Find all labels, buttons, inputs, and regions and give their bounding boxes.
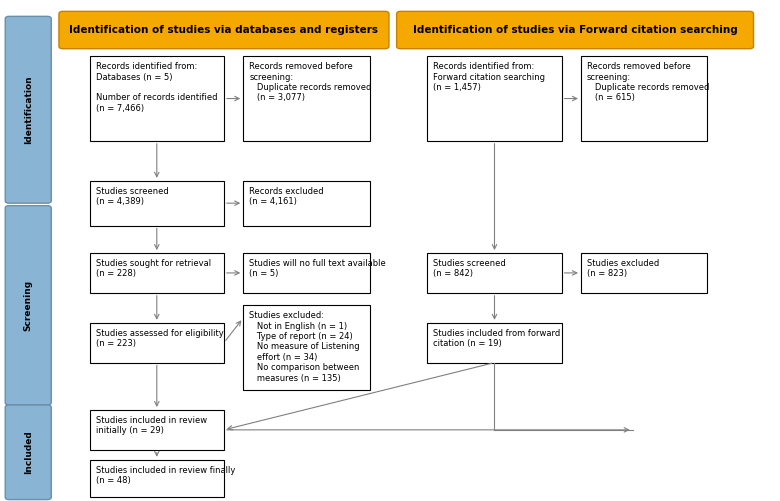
FancyBboxPatch shape	[59, 12, 389, 49]
FancyBboxPatch shape	[90, 181, 224, 225]
FancyBboxPatch shape	[243, 253, 370, 293]
FancyBboxPatch shape	[5, 17, 51, 203]
FancyBboxPatch shape	[90, 460, 224, 497]
FancyBboxPatch shape	[397, 12, 753, 49]
Text: Studies included in review
initially (n = 29): Studies included in review initially (n …	[96, 416, 207, 435]
Text: Studies sought for retrieval
(n = 228): Studies sought for retrieval (n = 228)	[96, 259, 211, 279]
Text: Records removed before
screening:
   Duplicate records removed
   (n = 615): Records removed before screening: Duplic…	[587, 62, 709, 102]
Text: Records removed before
screening:
   Duplicate records removed
   (n = 3,077): Records removed before screening: Duplic…	[250, 62, 371, 102]
Text: Studies screened
(n = 4,389): Studies screened (n = 4,389)	[96, 187, 168, 206]
Text: Records identified from:
Forward citation searching
(n = 1,457): Records identified from: Forward citatio…	[434, 62, 545, 92]
Text: Identification: Identification	[23, 76, 33, 144]
Text: Included: Included	[23, 430, 33, 474]
Text: Studies included from forward
citation (n = 19): Studies included from forward citation (…	[434, 329, 561, 348]
FancyBboxPatch shape	[243, 181, 370, 225]
Text: Studies excluded
(n = 823): Studies excluded (n = 823)	[587, 259, 659, 279]
FancyBboxPatch shape	[427, 323, 562, 363]
Text: Studies assessed for eligibility
(n = 223): Studies assessed for eligibility (n = 22…	[96, 329, 224, 348]
FancyBboxPatch shape	[5, 405, 51, 499]
FancyBboxPatch shape	[90, 410, 224, 450]
FancyBboxPatch shape	[90, 56, 224, 141]
FancyBboxPatch shape	[581, 56, 707, 141]
Text: Studies included in review finally
(n = 48): Studies included in review finally (n = …	[96, 466, 235, 485]
FancyBboxPatch shape	[90, 323, 224, 363]
Text: Identification of studies via Forward citation searching: Identification of studies via Forward ci…	[413, 25, 737, 35]
Text: Records identified from:
Databases (n = 5)

Number of records identified
(n = 7,: Records identified from: Databases (n = …	[96, 62, 218, 113]
FancyBboxPatch shape	[5, 205, 51, 405]
FancyBboxPatch shape	[427, 56, 562, 141]
Text: Screening: Screening	[23, 280, 33, 331]
FancyBboxPatch shape	[581, 253, 707, 293]
Text: Studies excluded:
   Not in English (n = 1)
   Type of report (n = 24)
   No mea: Studies excluded: Not in English (n = 1)…	[250, 311, 360, 383]
FancyBboxPatch shape	[243, 56, 370, 141]
Text: Studies screened
(n = 842): Studies screened (n = 842)	[434, 259, 506, 279]
Text: Identification of studies via databases and registers: Identification of studies via databases …	[69, 25, 378, 35]
FancyBboxPatch shape	[90, 253, 224, 293]
Text: Studies will no full text available
(n = 5): Studies will no full text available (n =…	[250, 259, 386, 279]
Text: Records excluded
(n = 4,161): Records excluded (n = 4,161)	[250, 187, 324, 206]
FancyBboxPatch shape	[243, 305, 370, 390]
FancyBboxPatch shape	[427, 253, 562, 293]
